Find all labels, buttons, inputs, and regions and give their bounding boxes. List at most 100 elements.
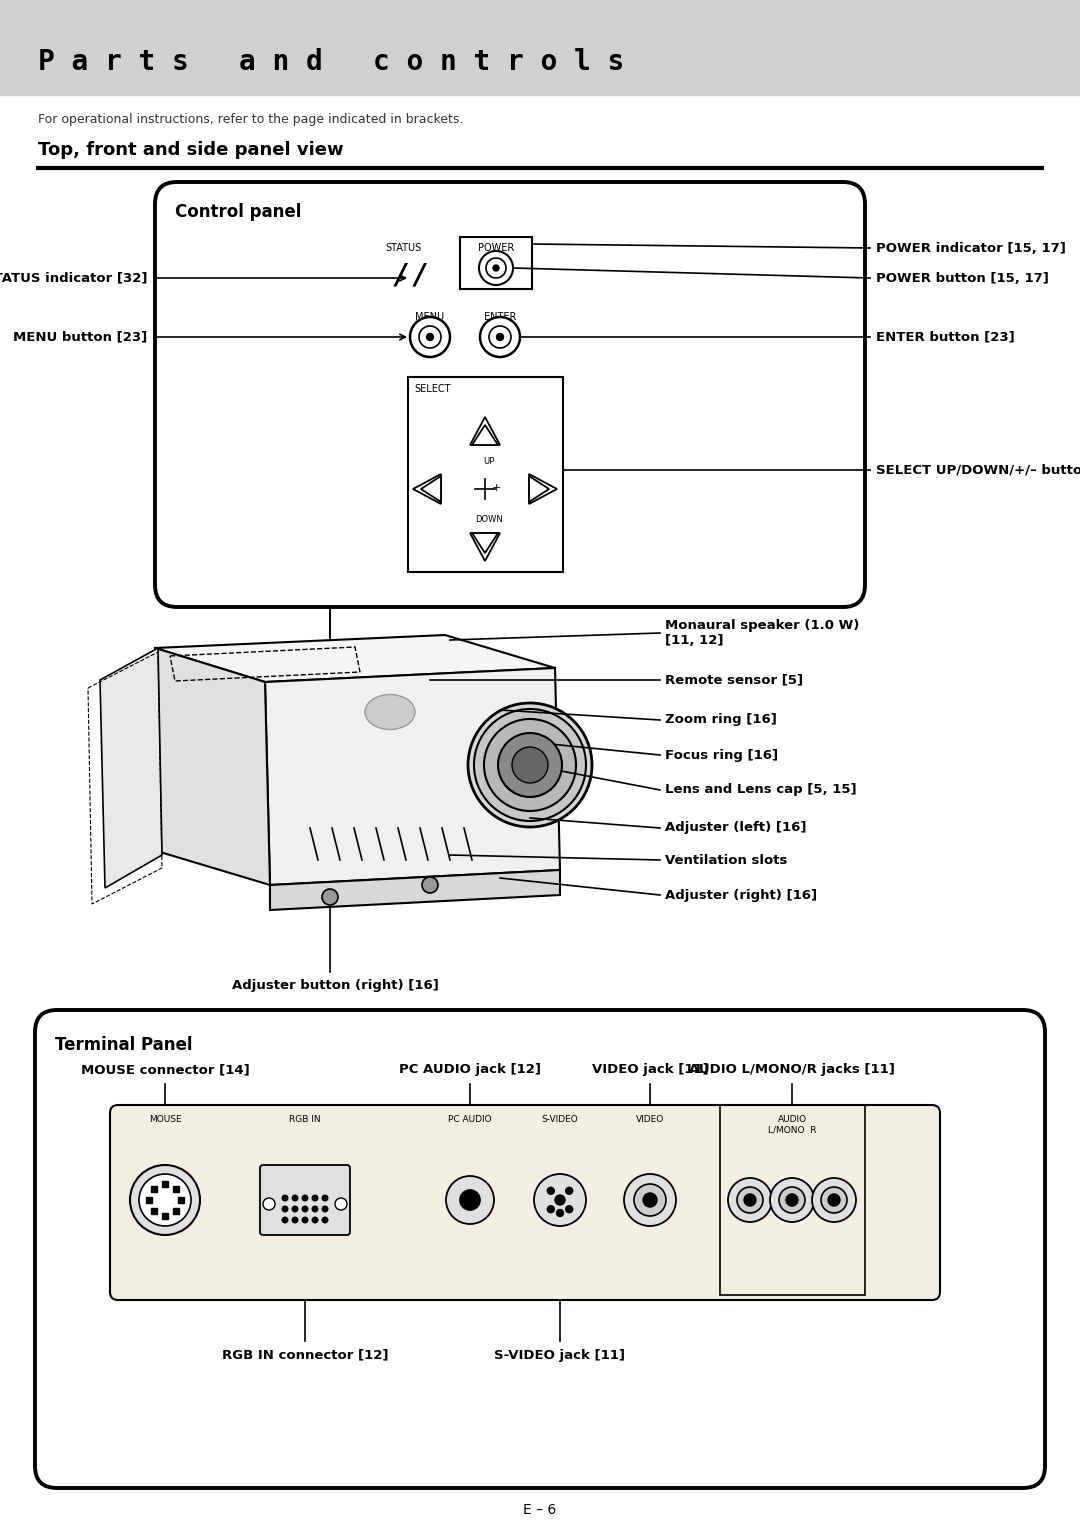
Circle shape xyxy=(312,1206,318,1212)
Circle shape xyxy=(130,1164,200,1235)
Circle shape xyxy=(484,720,576,811)
Circle shape xyxy=(489,325,511,348)
Circle shape xyxy=(728,1178,772,1222)
Text: RGB IN connector [12]: RGB IN connector [12] xyxy=(221,1349,388,1361)
Circle shape xyxy=(264,1198,275,1210)
Circle shape xyxy=(643,1193,657,1207)
Text: Zoom ring [16]: Zoom ring [16] xyxy=(665,714,777,726)
Text: ENTER: ENTER xyxy=(484,312,516,322)
Circle shape xyxy=(293,1195,298,1201)
Text: S-VIDEO: S-VIDEO xyxy=(542,1115,579,1125)
Circle shape xyxy=(624,1174,676,1225)
Text: +: + xyxy=(492,483,501,494)
Bar xyxy=(173,1209,179,1215)
Circle shape xyxy=(492,264,499,270)
Circle shape xyxy=(427,333,433,341)
Circle shape xyxy=(480,251,513,286)
Text: PC AUDIO jack [12]: PC AUDIO jack [12] xyxy=(399,1063,541,1077)
Circle shape xyxy=(302,1206,308,1212)
Circle shape xyxy=(744,1193,756,1206)
Text: VIDEO: VIDEO xyxy=(636,1115,664,1125)
Text: Ventilation slots: Ventilation slots xyxy=(665,854,787,866)
Text: Monaural speaker (1.0 W)
[11, 12]: Monaural speaker (1.0 W) [11, 12] xyxy=(665,619,860,646)
Circle shape xyxy=(460,1190,480,1210)
Text: SELECT: SELECT xyxy=(414,384,450,394)
Circle shape xyxy=(322,1206,328,1212)
Text: MOUSE connector [14]: MOUSE connector [14] xyxy=(81,1063,249,1077)
Circle shape xyxy=(312,1195,318,1201)
Text: P a r t s   a n d   c o n t r o l s: P a r t s a n d c o n t r o l s xyxy=(38,47,624,76)
Circle shape xyxy=(480,316,519,358)
Circle shape xyxy=(282,1195,287,1201)
Circle shape xyxy=(779,1187,805,1213)
Polygon shape xyxy=(472,425,498,445)
Circle shape xyxy=(282,1218,287,1222)
Circle shape xyxy=(497,333,503,341)
Text: Control panel: Control panel xyxy=(175,203,301,222)
Polygon shape xyxy=(470,417,500,445)
FancyBboxPatch shape xyxy=(35,1010,1045,1488)
Bar xyxy=(408,377,563,571)
Circle shape xyxy=(422,877,438,892)
Text: PC AUDIO: PC AUDIO xyxy=(448,1115,491,1125)
Circle shape xyxy=(322,1218,328,1222)
Circle shape xyxy=(302,1218,308,1222)
Text: Focus ring [16]: Focus ring [16] xyxy=(665,749,778,761)
Polygon shape xyxy=(265,668,561,885)
Circle shape xyxy=(139,1174,191,1225)
FancyBboxPatch shape xyxy=(156,182,865,607)
Text: AUDIO
L/MONO  R: AUDIO L/MONO R xyxy=(768,1115,816,1134)
Text: Terminal Panel: Terminal Panel xyxy=(55,1036,192,1054)
Text: MENU: MENU xyxy=(416,312,445,322)
Circle shape xyxy=(828,1193,840,1206)
Circle shape xyxy=(302,1195,308,1201)
Circle shape xyxy=(634,1184,666,1216)
Bar xyxy=(178,1196,184,1203)
Polygon shape xyxy=(529,477,549,503)
Polygon shape xyxy=(156,648,270,885)
Text: /: / xyxy=(396,261,406,289)
Text: STATUS indicator [32]: STATUS indicator [32] xyxy=(0,272,147,284)
Text: Adjuster (right) [16]: Adjuster (right) [16] xyxy=(665,888,818,902)
Polygon shape xyxy=(421,477,441,503)
Circle shape xyxy=(512,747,548,782)
Circle shape xyxy=(770,1178,814,1222)
Circle shape xyxy=(468,703,592,827)
Text: Top, front and side panel view: Top, front and side panel view xyxy=(38,141,343,159)
FancyBboxPatch shape xyxy=(110,1105,940,1300)
Circle shape xyxy=(498,733,562,798)
FancyBboxPatch shape xyxy=(260,1164,350,1235)
Circle shape xyxy=(312,1218,318,1222)
Circle shape xyxy=(821,1187,847,1213)
Text: RGB IN: RGB IN xyxy=(289,1115,321,1125)
Text: Adjuster (left) [16]: Adjuster (left) [16] xyxy=(665,822,807,834)
Text: For operational instructions, refer to the page indicated in brackets.: For operational instructions, refer to t… xyxy=(38,113,463,127)
Text: STATUS: STATUS xyxy=(384,243,421,254)
Text: UP: UP xyxy=(484,457,495,466)
Circle shape xyxy=(566,1187,572,1195)
Circle shape xyxy=(322,889,338,905)
Bar xyxy=(151,1186,157,1192)
Polygon shape xyxy=(156,636,555,681)
Text: Remote sensor [5]: Remote sensor [5] xyxy=(665,674,804,686)
Ellipse shape xyxy=(365,695,415,729)
Text: POWER button [15, 17]: POWER button [15, 17] xyxy=(876,272,1049,284)
Circle shape xyxy=(410,316,450,358)
Circle shape xyxy=(446,1177,494,1224)
Bar xyxy=(162,1181,168,1187)
Circle shape xyxy=(293,1218,298,1222)
Text: MENU button [23]: MENU button [23] xyxy=(13,330,147,344)
Polygon shape xyxy=(472,533,498,553)
Text: DOWN: DOWN xyxy=(475,515,503,524)
Bar xyxy=(173,1186,179,1192)
Text: ENTER button [23]: ENTER button [23] xyxy=(876,330,1015,344)
Bar xyxy=(162,1213,168,1219)
Circle shape xyxy=(737,1187,762,1213)
Circle shape xyxy=(322,1195,328,1201)
Text: VIDEO jack [11]: VIDEO jack [11] xyxy=(592,1063,708,1077)
Circle shape xyxy=(282,1206,287,1212)
Text: AUDIO L/MONO/R jacks [11]: AUDIO L/MONO/R jacks [11] xyxy=(689,1063,895,1077)
Circle shape xyxy=(293,1206,298,1212)
Text: E – 6: E – 6 xyxy=(524,1504,556,1517)
Circle shape xyxy=(812,1178,856,1222)
